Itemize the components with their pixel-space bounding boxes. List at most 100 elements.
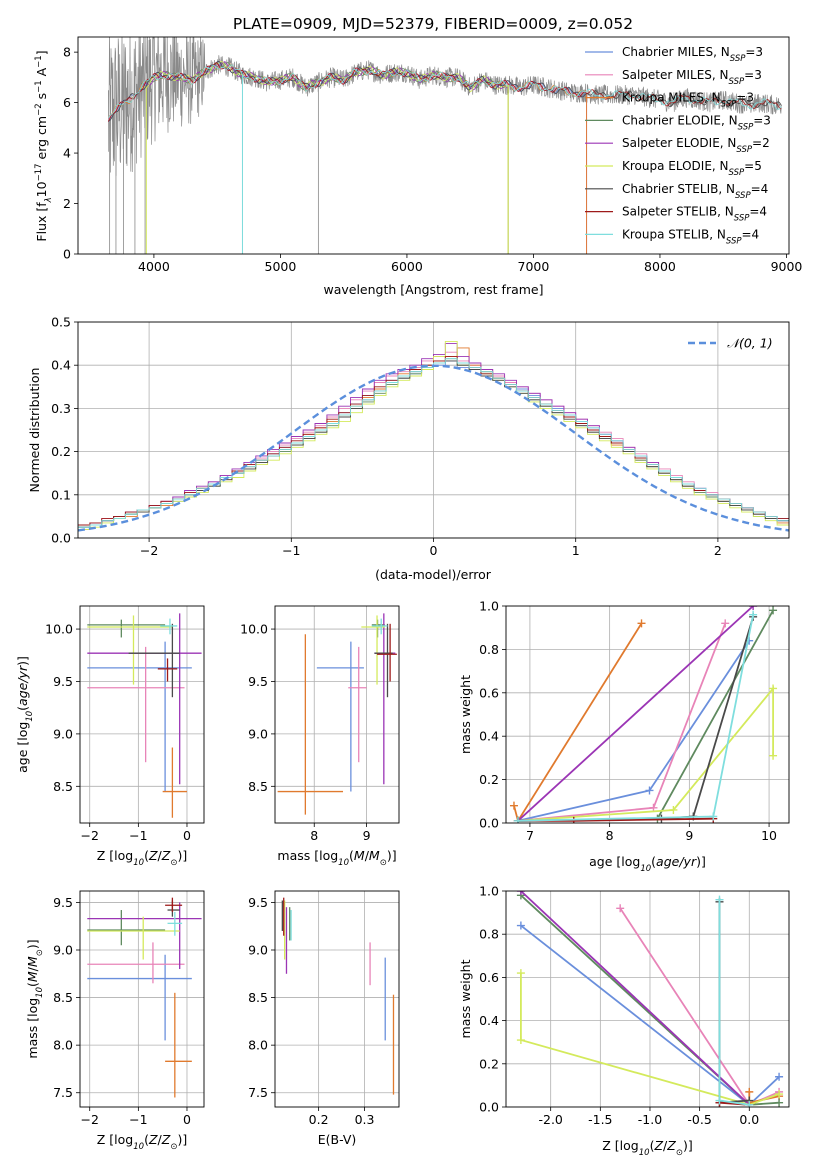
axes-frame <box>274 605 400 824</box>
weight-marker <box>709 812 718 821</box>
tick-label-y: 0.4 <box>479 729 499 744</box>
weight-marker <box>569 816 578 823</box>
model-spectrum <box>108 64 782 118</box>
axes-z-mass: −2 −1 07.58.08.59.09.5Z [log10(Z/Z⊙)]mass … <box>25 890 205 1152</box>
weight-marker <box>775 1098 784 1107</box>
legend-label-part: =4 <box>749 205 767 219</box>
tick-label-x: 6000 <box>391 259 423 274</box>
weight-marker <box>649 803 658 812</box>
tick-label-x: −1 <box>129 1112 147 1127</box>
tick-label-y: 8.5 <box>248 990 268 1005</box>
x-axis-label-part: 10 <box>639 1148 650 1158</box>
legend-label-part: =3 <box>745 45 763 59</box>
tick-label-y: 0.6 <box>479 970 499 985</box>
weight-line <box>520 891 750 1106</box>
x-axis-label-part: / <box>663 1138 668 1153</box>
tick-label-y: 9.0 <box>248 726 268 741</box>
tick-label-x: 0 <box>183 1112 191 1127</box>
y-axis-label-part: M <box>25 956 40 967</box>
axes-z-age: −2 −1 08.59.09.510.0Z [log10(Z/Z⊙)]age [lo… <box>15 605 205 868</box>
x-axis-label-part: ⊙ <box>170 1142 177 1152</box>
x-axis-label: Z [log10(Z/Z⊙)] <box>97 1132 187 1152</box>
tick-label-x: −2 <box>81 1112 99 1127</box>
plot-area-mass-age <box>275 606 399 823</box>
y-axis-label-part: −1 <box>34 80 44 93</box>
x-axis-label-part: mass [log <box>277 848 338 863</box>
legend-label-part: =2 <box>752 136 770 150</box>
x-axis-label-part: )] <box>387 848 397 863</box>
weight-marker <box>769 751 778 760</box>
weight-marker <box>745 1087 754 1096</box>
plot-area-age-weight <box>506 606 789 823</box>
tick-label-y: 0.0 <box>51 531 71 546</box>
y-axis-label-part: 10 <box>34 181 49 197</box>
weight-marker <box>749 606 758 610</box>
legend-label-part: SSP <box>729 77 745 87</box>
tick-label-y: 7.5 <box>248 1085 268 1100</box>
axes-frame <box>79 605 205 824</box>
y-axis-label-part: ( <box>25 982 40 987</box>
tick-label-y: 1.0 <box>479 599 499 614</box>
x-axis-label: (data-model)/error <box>375 567 492 582</box>
y-axis-label: Flux [fλ10−17 erg cm−2 s−1 A−1] <box>34 50 54 241</box>
tick-label-y: 8.5 <box>53 779 73 794</box>
tick-label-x: 0.0 <box>739 1112 759 1127</box>
legend-label-part: Kroupa STELIB, N <box>622 227 726 241</box>
tick-label-y: 8.0 <box>248 1038 268 1053</box>
tick-label-y: 9.5 <box>53 895 73 910</box>
legend-label: Kroupa ELODIE, NSSP=5 <box>622 159 762 178</box>
weight-marker <box>516 891 525 895</box>
plot-area-z-age <box>80 606 204 823</box>
tick-label-x: 9 <box>363 828 371 843</box>
legend-label-part: SSP <box>730 54 746 64</box>
y-axis-label-part: −2 <box>34 103 44 116</box>
x-axis-label: wavelength [Angstrom, rest frame] <box>323 282 543 297</box>
x-axis-label-part: Z [log <box>97 1132 133 1147</box>
x-axis-label-part: 10 <box>133 858 144 868</box>
x-axis-label-part: / <box>365 848 370 863</box>
x-axis-label-part: ⊙ <box>170 858 177 868</box>
y-axis-label: mass [log10(M/M⊙)] <box>25 939 45 1058</box>
weight-marker <box>616 904 625 913</box>
legend-label: Salpeter ELODIE, NSSP=2 <box>622 136 770 155</box>
x-axis-label-part: Z [log <box>602 1138 638 1153</box>
plot-area-spectrum <box>108 37 782 254</box>
tick-label-y: 0.2 <box>479 772 499 787</box>
tick-label-y: 7.5 <box>53 1085 73 1100</box>
tick-label-y: 0.0 <box>479 816 499 831</box>
legend-label: Kroupa MILES, NSSP=3 <box>622 91 754 110</box>
x-axis-label-part: Z <box>148 1132 158 1147</box>
x-axis-label-part: Z [log <box>97 848 133 863</box>
x-axis-label-part: 10 <box>338 858 349 868</box>
legend-label: Kroupa STELIB, NSSP=4 <box>622 227 759 246</box>
weight-line <box>517 685 774 822</box>
x-axis-label-part: Z <box>666 1138 676 1153</box>
tick-label-x: -0.5 <box>687 1112 711 1127</box>
tick-label-x: −1 <box>129 828 147 843</box>
x-axis-label-part: Z <box>148 848 158 863</box>
y-axis-label-part: s <box>34 93 49 104</box>
tick-label-x: 7 <box>526 828 534 843</box>
legend-label-part: =4 <box>751 182 769 196</box>
y-axis-label-part: 10 <box>25 711 35 722</box>
axes-frame <box>274 890 400 1108</box>
tick-label-x: 0 <box>183 828 191 843</box>
tick-label-x: 0.3 <box>355 1112 375 1127</box>
weight-marker <box>516 1036 525 1045</box>
x-axis-label-part: ( <box>144 848 149 863</box>
figure-title: PLATE=0909, MJD=52379, FIBERID=0009, z=0… <box>233 15 633 33</box>
tick-label-x: −1 <box>282 543 300 558</box>
y-axis-label-part: ] <box>34 50 49 55</box>
x-axis-label-part: ⊙ <box>380 858 387 868</box>
weight-marker <box>516 969 525 978</box>
tick-label-y: 0.0 <box>479 1100 499 1115</box>
y-axis-label: age [log10(age/yr)] <box>15 656 35 773</box>
x-axis-label: age [log10(age/yr)] <box>589 854 706 874</box>
tick-label-x: 8 <box>606 828 614 843</box>
axes-ebv-mass: 0.2 0.3 7.5 8.0 8.5 9.0 9.5 E(B-V) <box>248 890 400 1147</box>
tick-label-y: 9.0 <box>248 942 268 957</box>
x-axis-label-part: age/yr <box>656 854 697 869</box>
axes-frame <box>77 321 790 539</box>
tick-label-x: 9000 <box>771 259 803 274</box>
